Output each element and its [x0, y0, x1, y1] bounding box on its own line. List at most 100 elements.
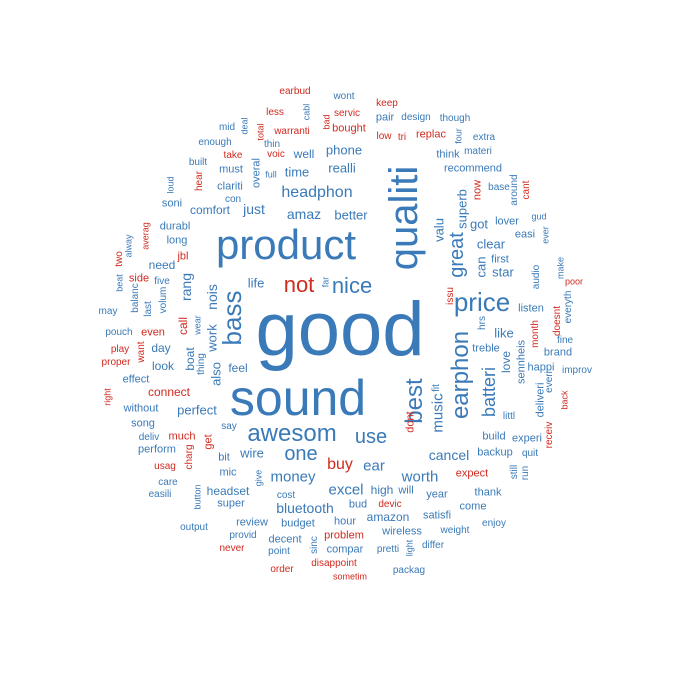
word-super: super	[217, 497, 245, 510]
word-perfect: perfect	[177, 402, 217, 418]
word-four: four	[453, 128, 464, 144]
word-perform: perform	[138, 443, 176, 456]
word-long: long	[166, 234, 188, 247]
word-better: better	[334, 207, 368, 223]
word-sennheis: sennheis	[515, 339, 528, 385]
word-much: much	[168, 430, 196, 443]
word-wear: wear	[192, 315, 203, 335]
word-need: need	[148, 258, 176, 272]
word-receiv: receiv	[544, 421, 555, 449]
word-bought: bought	[332, 122, 366, 135]
word-everi: everi	[544, 371, 555, 393]
word-time: time	[284, 164, 310, 180]
word-design: design	[401, 112, 431, 123]
word-headphon: headphon	[281, 184, 353, 201]
word-boat: boat	[183, 347, 197, 371]
word-bluetooth: bluetooth	[276, 500, 334, 516]
word-without: without	[123, 402, 159, 415]
word-amaz: amaz	[286, 206, 322, 222]
word-want: want	[136, 341, 147, 363]
word-day: day	[151, 341, 171, 355]
word-can: can	[473, 256, 489, 278]
word-buy: buy	[327, 456, 353, 473]
word-point: point	[268, 546, 290, 557]
word-build: build	[482, 430, 506, 443]
word-get: get	[202, 434, 215, 450]
word-clear: clear	[476, 236, 506, 252]
word-price: price	[453, 287, 511, 317]
word-sinc: sinc	[309, 536, 320, 554]
word-con: con	[224, 194, 242, 205]
word-doesnt: doesnt	[552, 305, 563, 337]
word-everyth: everyth	[563, 290, 574, 324]
word-qualiti: qualiti	[382, 165, 426, 271]
word-earbud: earbud	[279, 86, 311, 97]
word-budget: budget	[281, 517, 315, 530]
word-servic: servic	[333, 108, 361, 119]
word-easili: easili	[148, 489, 172, 500]
word-worth: worth	[401, 468, 439, 486]
word-treble: treble	[472, 342, 500, 355]
word-extra: extra	[472, 132, 496, 143]
word-warranti: warranti	[274, 126, 310, 137]
word-hear: hear	[194, 170, 205, 192]
word-song: song	[131, 417, 155, 430]
word-wire: wire	[240, 445, 264, 461]
word-tri: tri	[397, 132, 407, 143]
word-alway: alway	[123, 234, 134, 258]
word-around: around	[509, 174, 520, 206]
word-cabl: cabl	[301, 103, 312, 121]
word-audio: audio	[531, 264, 542, 290]
word-also: also	[208, 362, 224, 386]
word-thing: thing	[196, 353, 207, 375]
word-soni: soni	[161, 197, 183, 210]
word-happi: happi	[527, 361, 555, 374]
word-phone: phone	[325, 142, 363, 158]
word-usag: usag	[154, 461, 176, 472]
word-recommend: recommend	[443, 162, 503, 175]
word-bud: bud	[348, 498, 368, 511]
word-experi: experi	[512, 432, 542, 445]
word-backup: backup	[477, 446, 513, 459]
word-enough: enough	[198, 137, 232, 148]
word-order: order	[270, 564, 294, 575]
word-full: full	[265, 169, 277, 180]
word-nois: nois	[204, 284, 220, 310]
word-high: high	[370, 483, 394, 497]
word-pretti: pretti	[376, 544, 400, 555]
word-built: built	[188, 157, 208, 168]
word-low: low	[376, 131, 392, 142]
word-just: just	[243, 201, 265, 217]
word-weight: weight	[440, 525, 470, 536]
word-materi: materi	[464, 146, 492, 157]
word-product: product	[215, 221, 357, 268]
word-five: five	[154, 276, 170, 287]
word-take: take	[223, 150, 243, 161]
word-poor: poor	[564, 276, 584, 287]
word-come: come	[459, 500, 487, 513]
word-good: good	[255, 287, 425, 372]
word-keep: keep	[376, 98, 398, 109]
word-money: money	[270, 468, 316, 486]
word-back: back	[559, 390, 570, 410]
word-pouch: pouch	[105, 327, 133, 338]
word-littl: littl	[502, 411, 516, 422]
word-bad: bad	[321, 114, 332, 130]
word-hour: hour	[333, 515, 357, 528]
word-issu: issu	[445, 287, 456, 305]
word-call: call	[176, 316, 190, 336]
word-total: total	[255, 123, 266, 141]
word-run: run	[520, 465, 531, 481]
word-never: never	[219, 543, 245, 554]
word-cancel: cancel	[428, 447, 470, 463]
word-first: first	[491, 253, 509, 266]
word-cost: cost	[276, 490, 296, 501]
word-listen: listen	[518, 302, 544, 315]
word-even: even	[141, 326, 165, 339]
word-bass: bass	[217, 290, 247, 346]
word-balanc: balanc	[130, 283, 141, 313]
word-light: light	[404, 539, 415, 557]
word-expect: expect	[455, 467, 489, 480]
word-less: less	[266, 107, 284, 118]
